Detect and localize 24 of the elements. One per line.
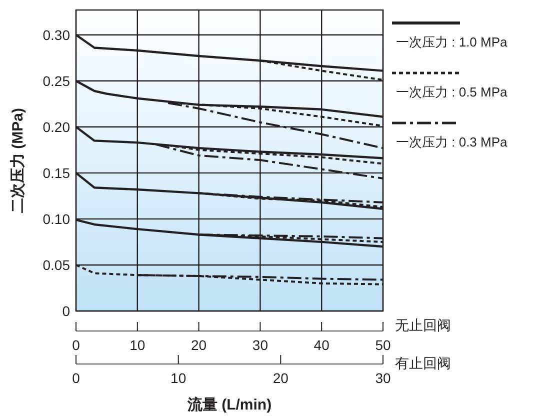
legend: 一次压力 : 0.5 MPa <box>396 84 508 100</box>
x-tick-label: 50 <box>375 337 391 353</box>
y-tick-label: 0.30 <box>42 26 70 43</box>
legend: 一次压力 : 0.3 MPa <box>396 134 508 150</box>
y-tick-label: 0.15 <box>42 164 70 181</box>
y-tick-label: 0.20 <box>42 118 70 135</box>
y-axis-title: 二次压力 (MPa) <box>10 108 26 213</box>
x-tick-label: 10 <box>130 337 146 353</box>
legend: 一次压力 : 1.0 MPa <box>396 34 508 50</box>
x2-axis-title: 有止回阀 <box>395 355 451 371</box>
x2-tick-label: 20 <box>272 370 289 386</box>
x2-tick-label: 30 <box>375 370 391 386</box>
x2-tick-label: 10 <box>170 370 186 386</box>
annotation: 无止回阀 <box>395 317 451 333</box>
x-tick-label: 20 <box>191 337 207 353</box>
y-tick-label: 0.05 <box>42 256 70 273</box>
y-tick-label: 0 <box>62 303 70 319</box>
x-axis-title: 流量 (L/min) <box>186 396 272 414</box>
y-tick-label: 0.25 <box>42 72 70 89</box>
x-tick-label: 40 <box>314 337 330 353</box>
y-tick-label: 0.10 <box>42 210 70 227</box>
x-tick-label: 0 <box>72 337 80 353</box>
x2-tick-label: 0 <box>72 370 80 386</box>
x-tick-label: 30 <box>252 337 268 353</box>
